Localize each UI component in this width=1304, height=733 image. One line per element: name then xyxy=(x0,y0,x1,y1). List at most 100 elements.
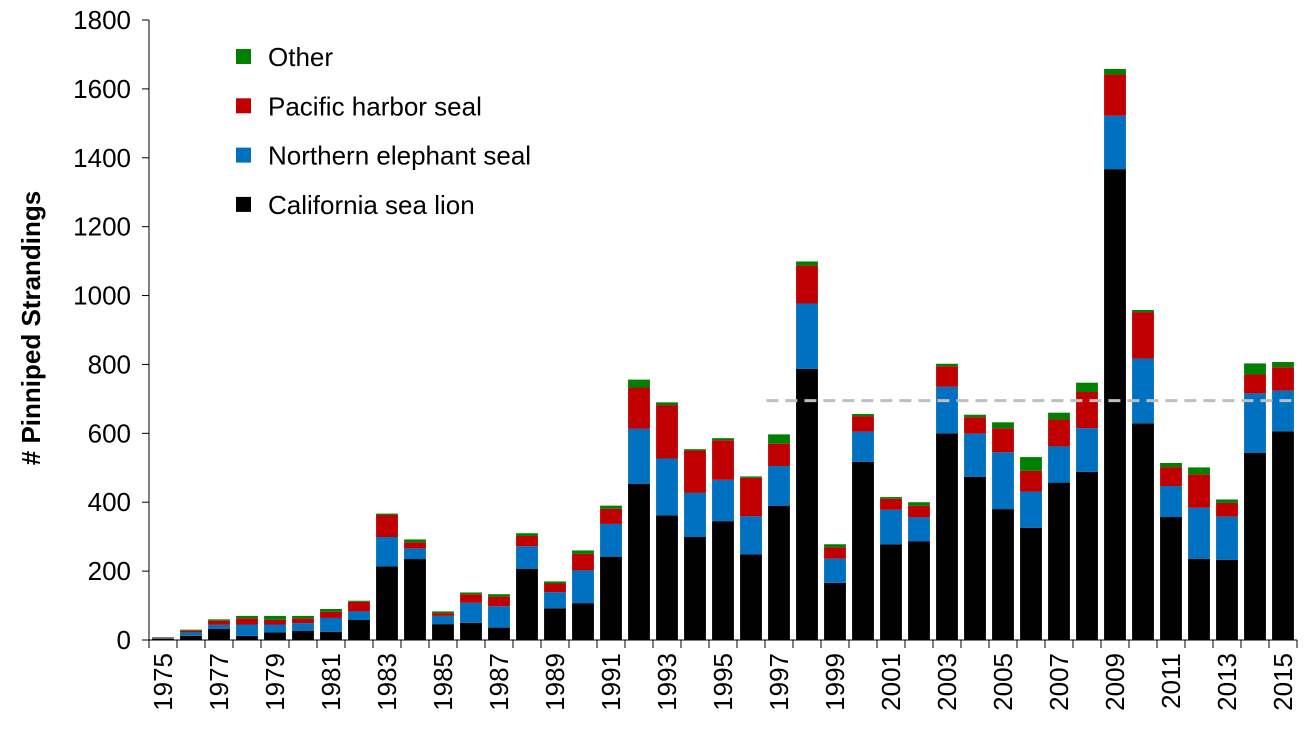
bar-segment-1982-other xyxy=(348,600,370,602)
bar-segment-1988-california-sea-lion xyxy=(516,568,538,640)
bar-segment-1985-pacific-harbor-seal xyxy=(432,613,454,616)
bar-segment-2006-northern-elephant-seal xyxy=(1020,491,1042,528)
x-tick-label: 2009 xyxy=(1100,653,1130,711)
bar-segment-2008-other xyxy=(1076,382,1098,392)
bar-segment-2001-pacific-harbor-seal xyxy=(880,498,902,510)
bar-segment-1986-california-sea-lion xyxy=(460,622,482,640)
bar-segment-1977-california-sea-lion xyxy=(208,628,230,640)
bar-segment-1987-other xyxy=(488,594,510,597)
bar-segment-2012-california-sea-lion xyxy=(1188,558,1210,640)
bar-segment-1988-pacific-harbor-seal xyxy=(516,535,538,547)
x-tick-label: 2007 xyxy=(1044,653,1074,711)
bar-segment-2007-california-sea-lion xyxy=(1048,482,1070,640)
bar-segment-1991-california-sea-lion xyxy=(600,556,622,640)
bar-segment-1998-other xyxy=(796,261,818,266)
x-tick-label: 2003 xyxy=(932,653,962,711)
x-tick-label: 2013 xyxy=(1212,653,1242,711)
bar-segment-2011-northern-elephant-seal xyxy=(1160,486,1182,518)
bar-segment-1997-northern-elephant-seal xyxy=(768,466,790,506)
bar-segment-2007-pacific-harbor-seal xyxy=(1048,419,1070,447)
bar-segment-1993-northern-elephant-seal xyxy=(656,458,678,516)
y-tick-label: 1200 xyxy=(73,212,131,242)
bar-segment-1983-other xyxy=(376,513,398,515)
bar-segment-2015-northern-elephant-seal xyxy=(1272,390,1294,432)
bar-segment-1975-california-sea-lion xyxy=(152,638,174,640)
bar-segment-1989-other xyxy=(544,581,566,584)
y-tick-label: 1800 xyxy=(73,5,131,35)
bar-segment-2009-other xyxy=(1104,68,1126,75)
bar-segment-2015-california-sea-lion xyxy=(1272,431,1294,640)
bar-segment-1986-northern-elephant-seal xyxy=(460,602,482,623)
y-axis-label: # Pinniped Strandings xyxy=(16,191,46,465)
bar-segment-2005-pacific-harbor-seal xyxy=(992,428,1014,453)
bar-segment-2012-northern-elephant-seal xyxy=(1188,507,1210,559)
bar-segment-1985-northern-elephant-seal xyxy=(432,615,454,625)
bar-segment-1979-pacific-harbor-seal xyxy=(264,619,286,625)
legend-swatch-california-sea-lion xyxy=(236,196,251,212)
bar-segment-1982-pacific-harbor-seal xyxy=(348,601,370,612)
y-tick-label: 1600 xyxy=(73,74,131,104)
bar-segment-2008-pacific-harbor-seal xyxy=(1076,392,1098,429)
bar-segment-1992-northern-elephant-seal xyxy=(628,428,650,484)
bar-segment-1984-california-sea-lion xyxy=(404,559,426,640)
bar-segment-1979-northern-elephant-seal xyxy=(264,624,286,633)
bar-segment-2002-other xyxy=(908,502,930,506)
bar-segment-1989-california-sea-lion xyxy=(544,608,566,640)
bar-segment-1980-california-sea-lion xyxy=(292,630,314,640)
bar-segment-1983-california-sea-lion xyxy=(376,566,398,640)
x-tick-label: 1995 xyxy=(708,653,738,711)
y-tick-label: 400 xyxy=(88,487,131,517)
x-tick-label: 1997 xyxy=(764,653,794,711)
x-tick-label: 1981 xyxy=(316,653,346,711)
x-tick-label: 1987 xyxy=(484,653,514,711)
legend-label-california-sea-lion: California sea lion xyxy=(268,190,475,220)
bar-segment-1994-pacific-harbor-seal xyxy=(684,450,706,493)
bar-segment-2000-california-sea-lion xyxy=(852,461,874,640)
bar-segment-1994-other xyxy=(684,449,706,451)
bar-segment-2003-other xyxy=(936,363,958,367)
bar-segment-1991-other xyxy=(600,505,622,509)
bar-segment-1976-other xyxy=(180,629,202,631)
x-tick-label: 1993 xyxy=(652,653,682,711)
bar-segment-1989-pacific-harbor-seal xyxy=(544,583,566,593)
bar-segment-2011-pacific-harbor-seal xyxy=(1160,467,1182,487)
bar-segment-2013-other xyxy=(1216,499,1238,503)
legend-label-northern-elephant-seal: Northern elephant seal xyxy=(268,141,531,171)
y-tick-label: 200 xyxy=(88,556,131,586)
bar-segment-1992-other xyxy=(628,379,650,388)
bar-segment-1984-other xyxy=(404,539,426,543)
bar-segment-1998-northern-elephant-seal xyxy=(796,303,818,369)
bar-segment-2010-pacific-harbor-seal xyxy=(1132,312,1154,359)
axes-group: 0 200 400 600 800 1000 1200 1400 1600 1800 1975 197… xyxy=(73,5,1298,711)
bar-segment-2008-california-sea-lion xyxy=(1076,471,1098,640)
y-tick-label: 600 xyxy=(88,418,131,448)
bar-segment-1982-northern-elephant-seal xyxy=(348,611,370,621)
bar-segment-2001-northern-elephant-seal xyxy=(880,509,902,545)
legend-label-pacific-harbor-seal: Pacific harbor seal xyxy=(268,91,482,121)
bar-segment-1985-other xyxy=(432,611,454,614)
bars-group xyxy=(152,68,1297,640)
bar-segment-1998-california-sea-lion xyxy=(796,368,818,640)
bar-segment-1987-northern-elephant-seal xyxy=(488,606,510,628)
bar-segment-1980-pacific-harbor-seal xyxy=(292,618,314,624)
bar-segment-2003-northern-elephant-seal xyxy=(936,386,958,434)
bar-segment-2013-pacific-harbor-seal xyxy=(1216,502,1238,517)
bar-segment-1978-california-sea-lion xyxy=(236,635,258,640)
bar-segment-2014-california-sea-lion xyxy=(1244,452,1266,640)
y-tick-label: 0 xyxy=(117,625,131,655)
bar-segment-1997-other xyxy=(768,434,790,444)
bar-segment-1984-northern-elephant-seal xyxy=(404,548,426,560)
bar-segment-1987-california-sea-lion xyxy=(488,627,510,640)
bar-segment-2004-california-sea-lion xyxy=(964,476,986,640)
legend-label-other: Other xyxy=(268,42,333,72)
y-tick-label: 1400 xyxy=(73,143,131,173)
x-tick-label: 1983 xyxy=(372,653,402,711)
bar-segment-1978-pacific-harbor-seal xyxy=(236,618,258,625)
bar-segment-1982-california-sea-lion xyxy=(348,620,370,640)
bar-segment-1980-northern-elephant-seal xyxy=(292,623,314,631)
bar-segment-1989-northern-elephant-seal xyxy=(544,592,566,609)
bar-segment-2014-northern-elephant-seal xyxy=(1244,393,1266,453)
bar-segment-1981-pacific-harbor-seal xyxy=(320,611,342,618)
bar-segment-1988-other xyxy=(516,533,538,536)
